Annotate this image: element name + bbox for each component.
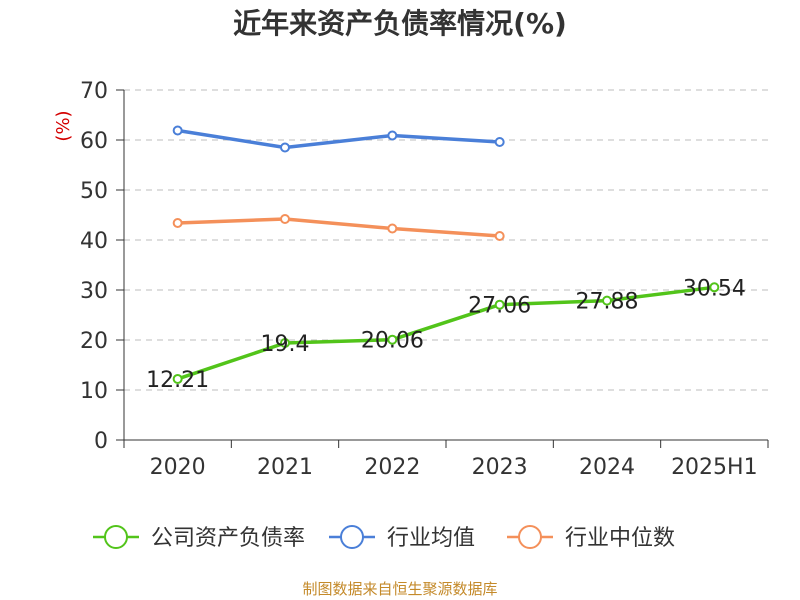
y-tick-label: 40 [80,229,108,254]
data-point[interactable] [387,334,398,345]
legend-marker [518,525,542,549]
y-tick-label: 70 [80,79,108,104]
data-point[interactable] [387,130,398,141]
x-tick-label: 2025H1 [671,455,758,480]
data-point[interactable] [494,299,505,310]
x-tick-label: 2020 [150,455,206,480]
chart-title: 近年来资产负债率情况(%) [233,7,567,40]
x-tick-label: 2023 [472,455,528,480]
series-line [177,285,715,381]
data-label: 20.06 [361,329,424,354]
data-point[interactable] [280,142,290,153]
legend-label: 行业均值 [387,526,475,551]
x-tick-label: 2021 [257,455,313,480]
series-line [177,217,500,238]
legend[interactable]: 公司资产负债率 行业均值 行业中位数 [93,525,675,551]
series-line [177,128,500,150]
data-label: 27.88 [576,290,639,315]
data-label: 30.54 [683,276,746,301]
x-tick-label: 2024 [579,455,635,480]
data-point[interactable] [602,295,612,306]
y-tick-label: 30 [80,279,108,304]
y-tick-label: 50 [80,179,108,204]
data-label: 19.4 [261,332,310,357]
data-labels: 12.21 19.4 20.06 27.06 27.88 30.54 [146,276,746,393]
data-point[interactable] [494,231,505,241]
legend-item[interactable]: 公司资产负债率 [93,525,305,551]
y-tick-label: 60 [80,129,108,154]
legend-label: 行业中位数 [565,526,675,551]
legend-marker [104,525,128,549]
data-label: 27.06 [468,294,531,319]
data-point[interactable] [172,125,183,136]
grid-lines [124,89,768,391]
legend-label: 公司资产负债率 [151,526,305,551]
y-axis-unit: (%) [53,110,74,141]
data-point[interactable] [387,223,398,234]
data-point[interactable] [280,214,290,224]
x-tick-label: 2022 [364,455,420,480]
y-tick-label: 10 [80,379,108,404]
y-tick-label: 0 [94,429,108,454]
data-point[interactable] [494,137,505,147]
legend-item[interactable]: 行业中位数 [507,525,675,551]
data-label: 12.21 [146,368,209,393]
axes: 0 10 20 30 40 50 60 70 2020 2021 2022 2023 2024 2025H… [80,79,769,480]
data-point[interactable] [172,218,183,228]
legend-marker [340,525,364,549]
legend-item[interactable]: 行业均值 [329,525,475,551]
data-point[interactable] [172,373,183,384]
data-point[interactable] [709,282,720,293]
series-group [172,125,720,384]
source-note: 制图数据来自恒生聚源数据库 [302,580,497,598]
y-tick-label: 20 [80,329,108,354]
data-point[interactable] [280,338,290,348]
